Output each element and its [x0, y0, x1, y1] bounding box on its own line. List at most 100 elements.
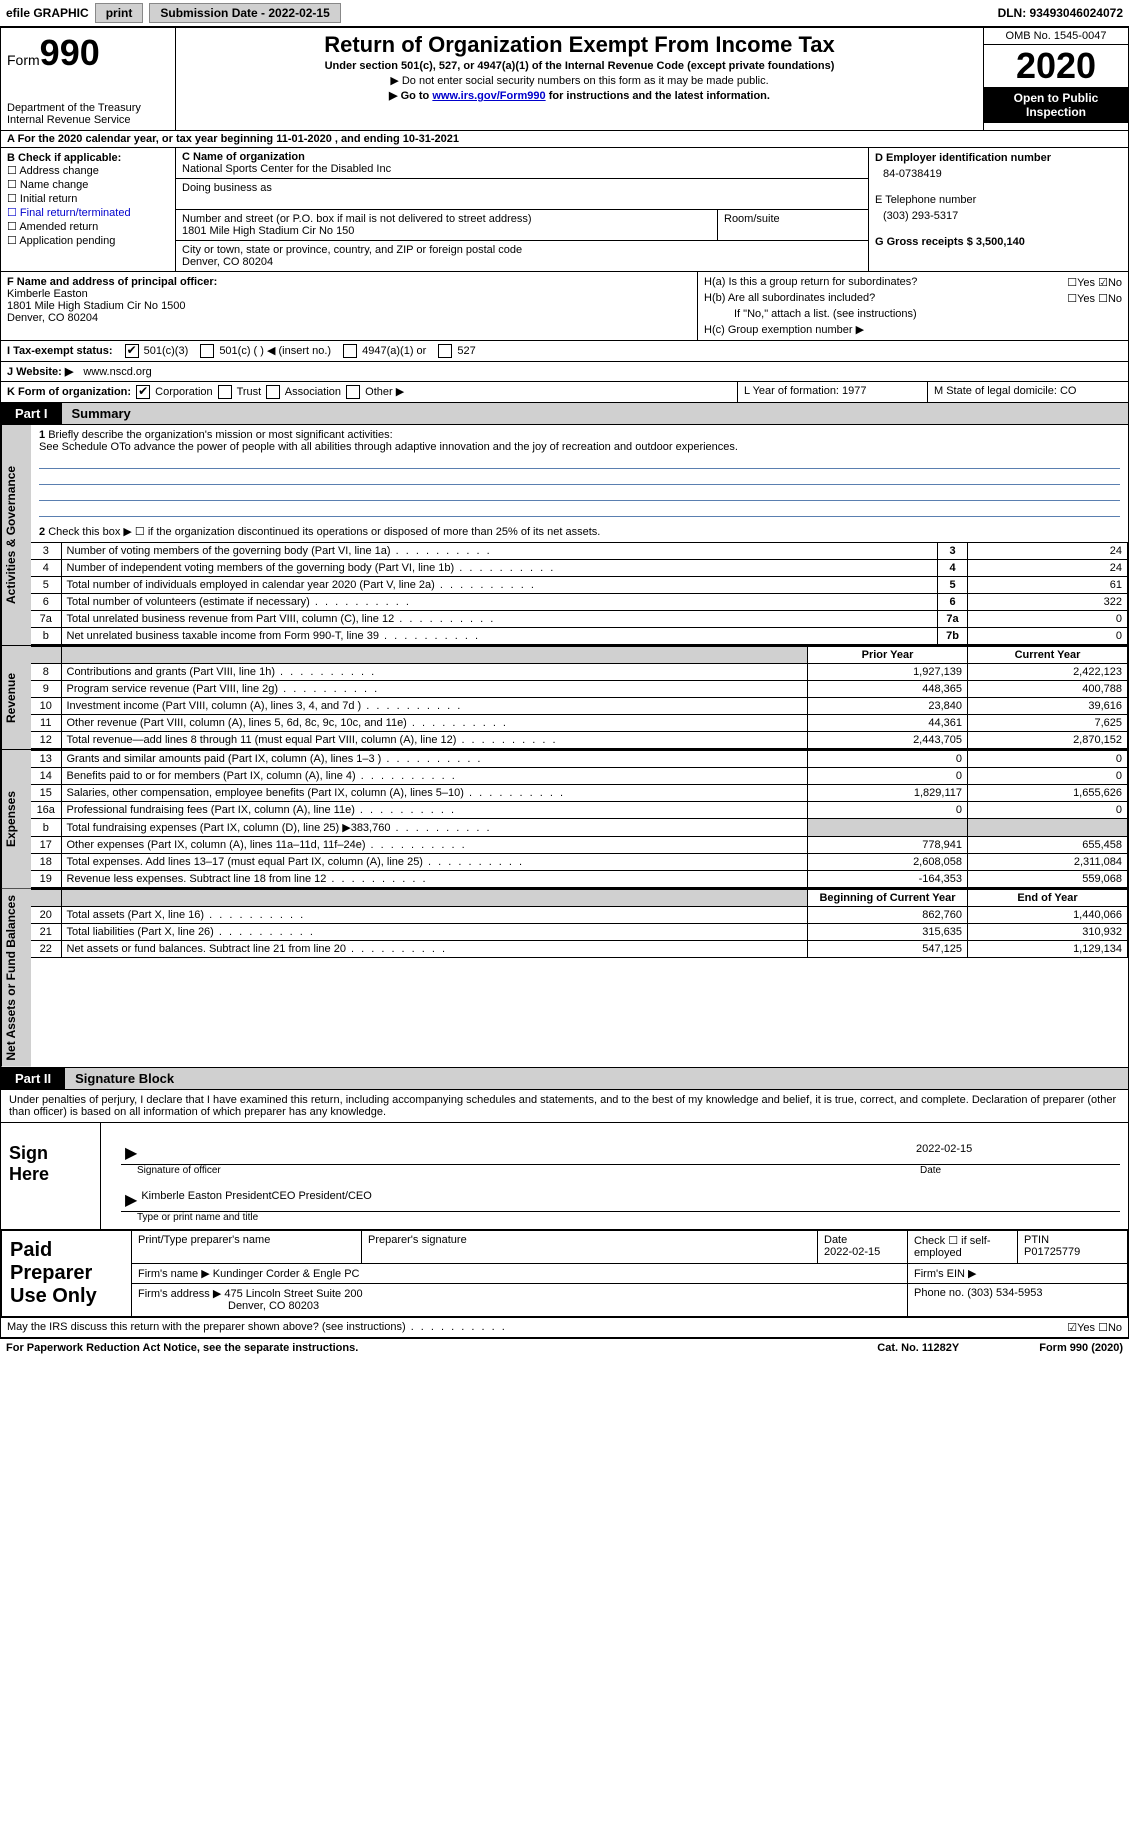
footer-left: For Paperwork Reduction Act Notice, see …: [6, 1342, 877, 1354]
line-k: K Form of organization: Corporation Trus…: [1, 382, 738, 402]
form-num: 990: [40, 32, 100, 73]
sig-name-label: Type or print name and title: [137, 1212, 1120, 1223]
expenses-content: 13Grants and similar amounts paid (Part …: [31, 750, 1128, 888]
section-expenses: Expenses 13Grants and similar amounts pa…: [0, 750, 1129, 889]
q2-text: Check this box ▶ ☐ if the organization d…: [48, 526, 600, 538]
q1: 1 Briefly describe the organization's mi…: [31, 425, 1128, 521]
chk-527-icon: [438, 344, 452, 358]
org-name: National Sports Center for the Disabled …: [182, 163, 391, 175]
chk-trust-icon: [218, 385, 232, 399]
omb-label: OMB No. 1545-0047: [984, 28, 1128, 45]
exp-table: 13Grants and similar amounts paid (Part …: [31, 750, 1128, 888]
hb-label: H(b) Are all subordinates included?: [704, 292, 1067, 305]
chk-address: ☐ Address change: [7, 164, 169, 177]
prep-h3: Date2022-02-15: [818, 1230, 908, 1263]
gov-table: 3Number of voting members of the governi…: [31, 542, 1128, 645]
k-label: K Form of organization:: [7, 386, 131, 398]
section-f-h: F Name and address of principal officer:…: [0, 272, 1129, 341]
chk-assoc-icon: [266, 385, 280, 399]
dln-label: DLN: 93493046024072: [998, 6, 1123, 20]
table-row: 14Benefits paid to or for members (Part …: [31, 768, 1128, 785]
sign-here-label: Sign Here: [1, 1123, 101, 1229]
table-row: 10Investment income (Part VIII, column (…: [31, 698, 1128, 715]
table-row: 5Total number of individuals employed in…: [31, 577, 1128, 594]
d-label: D Employer identification number: [875, 152, 1051, 164]
sig-name-val: Kimberle Easton PresidentCEO President/C…: [141, 1190, 372, 1210]
q1-num: 1: [39, 429, 45, 441]
part2-tag: Part II: [1, 1068, 65, 1089]
cell-org-name: C Name of organization National Sports C…: [176, 148, 868, 179]
discuss-row: May the IRS discuss this return with the…: [1, 1317, 1128, 1337]
table-row: 22Net assets or fund balances. Subtract …: [31, 941, 1128, 958]
col-h: H(a) Is this a group return for subordin…: [698, 272, 1128, 340]
arrow-icon: ▶: [125, 1190, 137, 1210]
footer-right: Form 990 (2020): [1039, 1342, 1123, 1354]
firm-ein-cell: Firm's EIN ▶: [908, 1263, 1128, 1283]
section-governance: Activities & Governance 1 Briefly descri…: [0, 425, 1129, 646]
firm-addr-cell: Firm's address ▶ 475 Lincoln Street Suit…: [132, 1284, 908, 1317]
underline: [39, 455, 1120, 469]
table-row: 21Total liabilities (Part X, line 26)315…: [31, 924, 1128, 941]
table-row: 9Program service revenue (Part VIII, lin…: [31, 681, 1128, 698]
net-table: Beginning of Current YearEnd of Year20To…: [31, 889, 1128, 958]
prep-h1: Print/Type preparer's name: [132, 1230, 362, 1263]
chk-final: ☐ Final return/terminated: [7, 206, 169, 219]
table-row: 4Number of independent voting members of…: [31, 560, 1128, 577]
col-d-e-g: D Employer identification number 84-0738…: [868, 148, 1128, 271]
chk-name: ☐ Name change: [7, 178, 169, 191]
discuss-text: May the IRS discuss this return with the…: [7, 1321, 507, 1333]
addr-cell: Number and street (or P.O. box if mail i…: [176, 210, 718, 240]
line-l: L Year of formation: 1977: [738, 382, 928, 402]
i-opt-4: 527: [436, 344, 475, 358]
room-cell: Room/suite: [718, 210, 868, 240]
sign-here-main: ▶ 2022-02-15 Signature of officer Date ▶…: [101, 1123, 1128, 1229]
dept-label: Department of the Treasury Internal Reve…: [7, 102, 169, 126]
part1-tag: Part I: [1, 403, 62, 424]
chk-501c3-icon: [125, 344, 139, 358]
irs-link[interactable]: www.irs.gov/Form990: [432, 90, 545, 102]
sig-officer-val: [141, 1143, 916, 1163]
col-b-header: B Check if applicable:: [7, 152, 169, 164]
line-k-l-m: K Form of organization: Corporation Trus…: [0, 382, 1129, 403]
prep-h5: PTINP01725779: [1018, 1230, 1128, 1263]
netassets-content: Beginning of Current YearEnd of Year20To…: [31, 889, 1128, 1067]
underline: [39, 503, 1120, 517]
chk-501c-icon: [200, 344, 214, 358]
vtab-expenses: Expenses: [1, 750, 31, 888]
sig-date-label: Date: [920, 1165, 1120, 1176]
preparer-table: Paid Preparer Use Only Print/Type prepar…: [1, 1230, 1128, 1317]
line-j: J Website: ▶ www.nscd.org: [0, 362, 1129, 382]
submission-date-button[interactable]: Submission Date - 2022-02-15: [149, 3, 340, 23]
j-label: J Website: ▶: [7, 365, 73, 378]
cell-addr-row: Number and street (or P.O. box if mail i…: [176, 210, 868, 241]
sig-officer-row: ▶ 2022-02-15: [121, 1129, 1120, 1165]
city-val: Denver, CO 80204: [182, 256, 273, 268]
rev-table: Prior YearCurrent Year8Contributions and…: [31, 646, 1128, 749]
col-c: C Name of organization National Sports C…: [176, 148, 868, 271]
subtitle-2: ▶ Do not enter social security numbers o…: [182, 74, 977, 87]
col-b: B Check if applicable: ☐ Address change …: [1, 148, 176, 271]
section-revenue: Revenue Prior YearCurrent Year8Contribut…: [0, 646, 1129, 750]
table-row: 15Salaries, other compensation, employee…: [31, 785, 1128, 802]
chk-other-icon: [346, 385, 360, 399]
efile-label: efile GRAPHIC: [6, 6, 89, 20]
table-row: 3Number of voting members of the governi…: [31, 543, 1128, 560]
prep-h4: Check ☐ if self-employed: [908, 1230, 1018, 1263]
cell-city: City or town, state or province, country…: [176, 241, 868, 271]
table-row: 6Total number of volunteers (estimate if…: [31, 594, 1128, 611]
i-opt-3: 4947(a)(1) or: [341, 344, 426, 358]
dba-label: Doing business as: [182, 182, 272, 194]
table-row: 17Other expenses (Part IX, column (A), l…: [31, 837, 1128, 854]
paid-preparer-label: Paid Preparer Use Only: [2, 1230, 132, 1316]
sig-date-val: 2022-02-15: [916, 1143, 1116, 1163]
f-addr2: Denver, CO 80204: [7, 312, 98, 324]
q2-num: 2: [39, 526, 45, 538]
table-row: 8Contributions and grants (Part VIII, li…: [31, 664, 1128, 681]
section-netassets: Net Assets or Fund Balances Beginning of…: [0, 889, 1129, 1068]
header-right: OMB No. 1545-0047 2020 Open to Public In…: [983, 28, 1128, 130]
print-button[interactable]: print: [95, 3, 144, 23]
hb-yes: ☐Yes ☐No: [1067, 292, 1122, 305]
f-label: F Name and address of principal officer:: [7, 276, 217, 288]
table-row: 16aProfessional fundraising fees (Part I…: [31, 802, 1128, 819]
vtab-netassets: Net Assets or Fund Balances: [1, 889, 31, 1067]
